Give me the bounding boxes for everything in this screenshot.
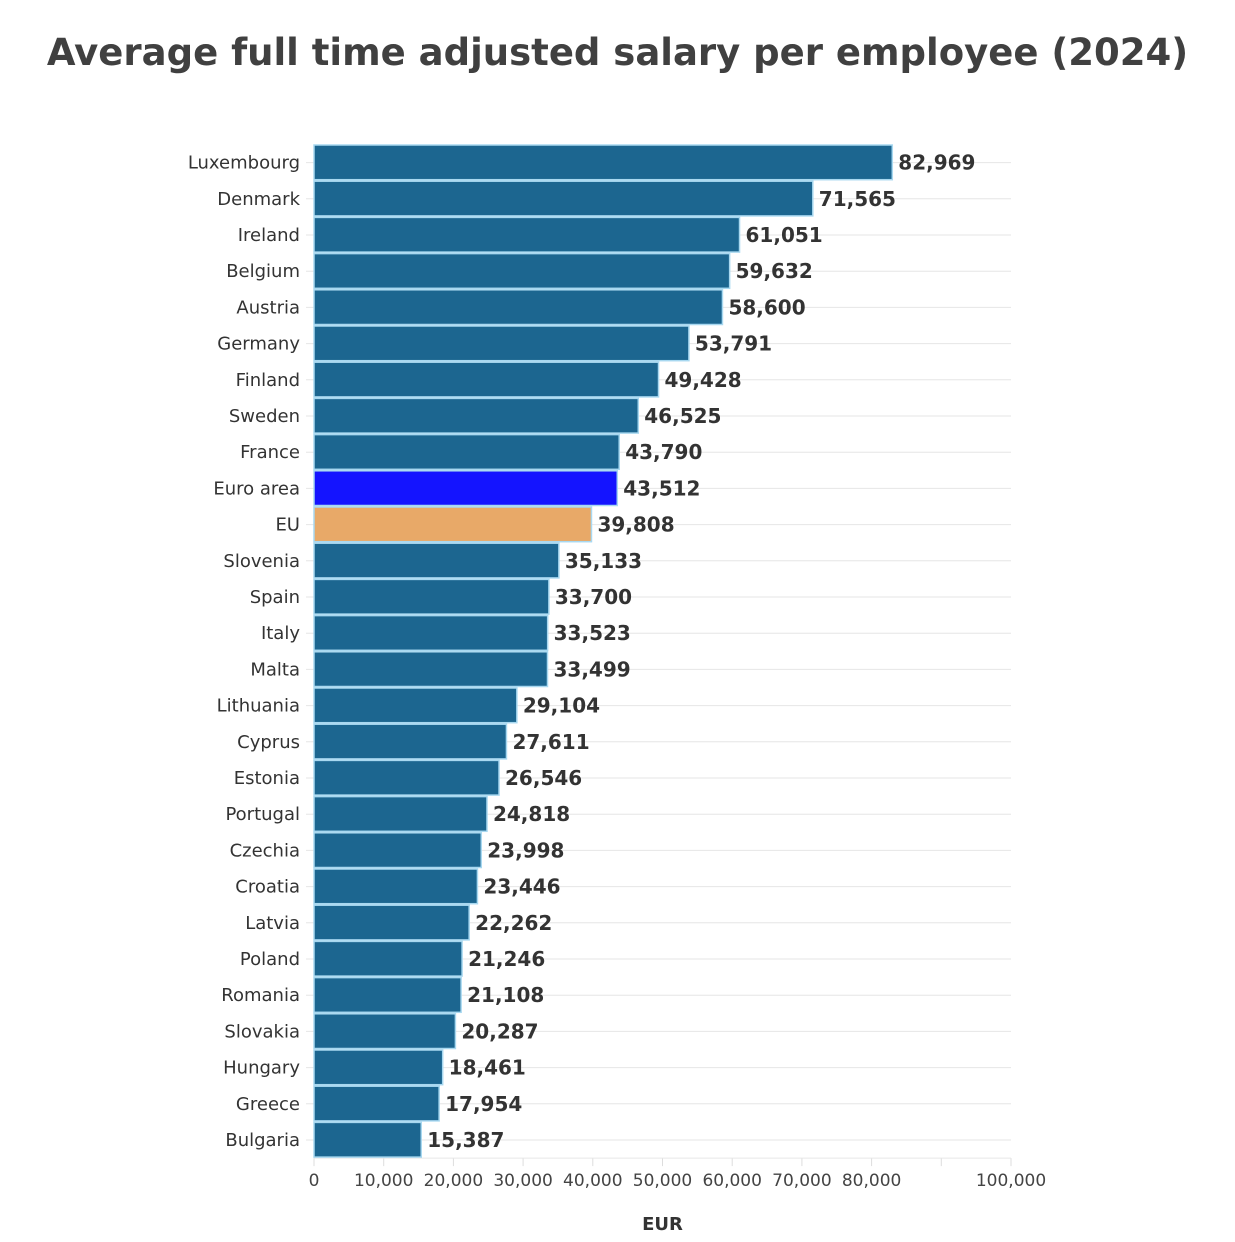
value-label: 27,611 — [512, 730, 589, 754]
bar-lithuania — [313, 687, 518, 724]
x-axis-title: EUR — [642, 1214, 683, 1235]
bar-euro-area — [313, 470, 619, 507]
category-label: Malta — [250, 659, 300, 680]
bar-france — [313, 433, 620, 471]
bar-czechia — [313, 832, 483, 869]
value-label: 49,428 — [665, 368, 742, 392]
value-label: 24,818 — [493, 802, 570, 826]
bar-slovenia — [313, 542, 560, 579]
value-label: 21,246 — [468, 947, 545, 971]
x-tick-label: 100,000 — [976, 1171, 1046, 1191]
category-label: France — [240, 442, 300, 463]
value-label: 26,546 — [505, 766, 582, 790]
value-label: 18,461 — [449, 1056, 526, 1080]
category-label: Portugal — [225, 804, 300, 825]
value-label: 29,104 — [523, 694, 600, 718]
category-label: Greece — [236, 1094, 300, 1115]
category-label: Ireland — [238, 225, 300, 246]
chart-title: Average full time adjusted salary per em… — [46, 31, 1189, 74]
value-label: 23,446 — [483, 875, 560, 899]
category-label: Euro area — [213, 478, 300, 499]
value-label: 33,523 — [554, 621, 631, 645]
category-label: Spain — [250, 587, 300, 608]
category-label: Cyprus — [237, 732, 300, 753]
category-label: Denmark — [217, 189, 300, 210]
category-label: Lithuania — [217, 696, 300, 717]
bar-portugal — [313, 795, 488, 833]
value-label: 46,525 — [644, 404, 721, 428]
value-label: 21,108 — [467, 983, 544, 1007]
category-label: Latvia — [245, 913, 300, 934]
bar-luxembourg — [313, 144, 894, 181]
bar-hungary — [313, 1049, 444, 1086]
value-label: 33,700 — [555, 585, 632, 609]
x-tick-label: 50,000 — [633, 1171, 692, 1191]
category-label: Poland — [240, 949, 300, 970]
category-label: Estonia — [234, 768, 300, 789]
bar-malta — [313, 651, 549, 688]
x-tick-label: 70,000 — [772, 1171, 831, 1191]
category-label: Germany — [217, 334, 300, 355]
value-label: 43,790 — [625, 440, 702, 464]
bar-latvia — [313, 904, 470, 941]
category-label: Finland — [236, 370, 300, 391]
bar-austria — [313, 289, 724, 326]
bar-ireland — [313, 216, 741, 253]
bar-greece — [313, 1085, 440, 1122]
category-label: Austria — [236, 297, 300, 318]
category-label: EU — [275, 515, 300, 536]
bar-denmark — [313, 180, 814, 217]
bar-eu — [313, 506, 593, 543]
x-tick-label: 20,000 — [424, 1171, 483, 1191]
value-label: 58,600 — [728, 295, 805, 319]
category-label: Italy — [261, 623, 300, 644]
value-label: 20,287 — [461, 1019, 538, 1043]
bar-poland — [313, 940, 463, 977]
bar-bulgaria — [313, 1121, 422, 1158]
bar-spain — [313, 578, 550, 615]
bar-croatia — [313, 868, 479, 905]
category-label: Luxembourg — [188, 153, 300, 174]
bar-finland — [313, 361, 660, 398]
category-label: Sweden — [229, 406, 300, 427]
x-tick-label: 10,000 — [354, 1171, 413, 1191]
bar-germany — [313, 325, 690, 362]
x-tick-label: 80,000 — [842, 1171, 901, 1191]
bar-sweden — [313, 397, 640, 434]
category-label: Czechia — [230, 840, 300, 861]
x-tick-label: 0 — [309, 1171, 320, 1191]
category-label: Slovakia — [224, 1021, 300, 1042]
value-label: 59,632 — [736, 259, 813, 283]
bar-italy — [313, 614, 549, 652]
value-label: 23,998 — [487, 838, 564, 862]
bar-cyprus — [313, 723, 508, 760]
value-label: 43,512 — [623, 476, 700, 500]
bar-slovakia — [313, 1013, 457, 1050]
value-label: 71,565 — [819, 187, 896, 211]
value-label: 17,954 — [445, 1092, 522, 1116]
x-tick-label: 60,000 — [702, 1171, 761, 1191]
bar-estonia — [313, 759, 500, 796]
x-tick-label: 40,000 — [563, 1171, 622, 1191]
value-label: 35,133 — [565, 549, 642, 573]
value-label: 33,499 — [553, 657, 630, 681]
category-label: Croatia — [235, 877, 300, 898]
category-label: Belgium — [226, 261, 300, 282]
category-label: Bulgaria — [225, 1130, 300, 1151]
bar-romania — [313, 976, 462, 1014]
value-label: 61,051 — [746, 223, 823, 247]
category-label: Hungary — [223, 1058, 300, 1079]
value-label: 82,969 — [898, 151, 975, 175]
value-label: 15,387 — [427, 1128, 504, 1152]
category-label: Slovenia — [223, 551, 300, 572]
x-tick-label: 30,000 — [493, 1171, 552, 1191]
value-label: 39,808 — [597, 513, 674, 537]
value-label: 53,791 — [695, 332, 772, 356]
category-label: Romania — [221, 985, 300, 1006]
value-label: 22,262 — [475, 911, 552, 935]
bar-belgium — [313, 252, 731, 290]
